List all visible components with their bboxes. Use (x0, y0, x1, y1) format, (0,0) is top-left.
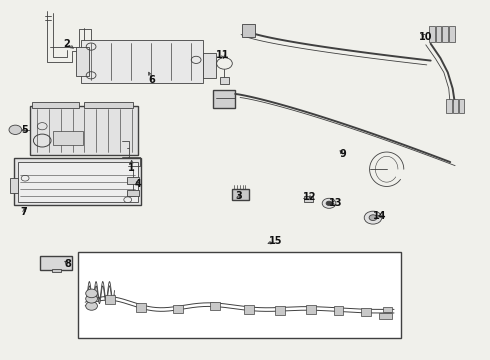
Bar (306, 305, 316, 314)
Bar (213, 90, 235, 108)
Circle shape (9, 125, 22, 134)
Bar (136, 303, 146, 312)
Bar (275, 306, 285, 315)
Bar (18, 162, 138, 202)
Bar (379, 313, 392, 319)
Circle shape (322, 198, 336, 208)
Bar (203, 53, 216, 78)
Text: 13: 13 (329, 198, 342, 208)
Bar (361, 308, 371, 316)
Bar (446, 99, 452, 113)
Text: 14: 14 (372, 211, 386, 221)
Bar (30, 107, 138, 155)
Bar (453, 99, 458, 113)
Bar (76, 47, 89, 76)
Bar (78, 252, 401, 338)
Text: 6: 6 (149, 75, 155, 85)
Bar (40, 256, 72, 270)
Circle shape (86, 302, 98, 310)
Text: 9: 9 (340, 149, 346, 159)
Circle shape (86, 294, 98, 303)
Text: 2: 2 (63, 39, 70, 49)
Text: 1: 1 (128, 163, 135, 173)
Bar (127, 190, 139, 196)
Circle shape (369, 215, 377, 221)
Bar (459, 99, 465, 113)
Bar (53, 131, 83, 145)
Text: 8: 8 (65, 259, 72, 269)
Bar (304, 196, 314, 202)
Text: 5: 5 (21, 125, 27, 135)
Bar (173, 305, 183, 314)
Bar (436, 26, 441, 42)
Text: 15: 15 (269, 236, 283, 246)
Circle shape (364, 211, 382, 224)
Circle shape (86, 289, 98, 298)
Bar (52, 269, 61, 272)
Bar (84, 102, 133, 108)
Text: 10: 10 (419, 32, 433, 41)
Bar (220, 77, 229, 84)
Bar (244, 305, 254, 314)
Bar (232, 189, 249, 200)
Text: 3: 3 (236, 191, 243, 201)
Bar (210, 302, 220, 310)
Text: 4: 4 (135, 179, 142, 189)
Bar (105, 295, 115, 304)
Bar (442, 26, 448, 42)
Bar (32, 102, 79, 108)
Bar (10, 178, 18, 193)
Bar (383, 307, 392, 312)
Text: 11: 11 (216, 50, 230, 60)
Bar (449, 26, 455, 42)
Bar (127, 177, 139, 184)
Text: 7: 7 (21, 207, 27, 217)
Bar (242, 24, 255, 37)
Bar (14, 158, 142, 205)
Bar (81, 40, 203, 83)
Text: 12: 12 (303, 192, 317, 202)
Bar (334, 306, 343, 315)
Circle shape (326, 201, 332, 206)
Bar (429, 26, 435, 42)
